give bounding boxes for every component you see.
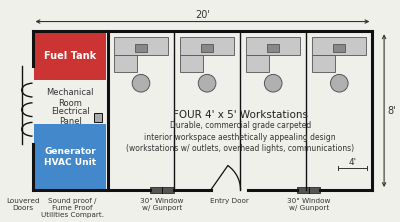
Text: 4': 4' xyxy=(349,158,357,167)
Bar xyxy=(246,37,300,55)
Text: Louvered
Doors: Louvered Doors xyxy=(6,198,40,211)
Circle shape xyxy=(330,74,348,92)
Text: 30" Window
w/ Gunport: 30" Window w/ Gunport xyxy=(140,198,184,211)
Text: Durable, commercial grade carpeted
interior workspace aesthetically appealing de: Durable, commercial grade carpeted inter… xyxy=(126,121,354,153)
Bar xyxy=(246,55,269,72)
Text: 8': 8' xyxy=(387,106,396,116)
Text: Entry Door: Entry Door xyxy=(210,198,249,204)
Bar xyxy=(180,55,203,72)
Bar xyxy=(94,113,102,122)
Bar xyxy=(201,44,213,52)
Bar xyxy=(297,186,320,193)
Text: FOUR 4' x 5' Workstations: FOUR 4' x 5' Workstations xyxy=(173,110,308,120)
Bar xyxy=(312,55,335,72)
Text: 20': 20' xyxy=(195,10,210,20)
Text: Mechanical
Room: Mechanical Room xyxy=(46,88,94,108)
Circle shape xyxy=(132,74,150,92)
Bar xyxy=(180,37,234,55)
Bar xyxy=(150,186,174,193)
Bar xyxy=(267,44,279,52)
Text: Generator
HVAC Unit: Generator HVAC Unit xyxy=(44,147,96,167)
Circle shape xyxy=(198,74,216,92)
Bar xyxy=(34,33,106,80)
Text: Sound proof /
Fume Proof
Utilities Compart.: Sound proof / Fume Proof Utilities Compa… xyxy=(41,198,104,218)
Bar xyxy=(334,44,345,52)
Text: 30" Window
w/ Gunport: 30" Window w/ Gunport xyxy=(287,198,330,211)
Bar xyxy=(114,37,168,55)
Bar xyxy=(114,55,137,72)
Text: Electrical
Panel: Electrical Panel xyxy=(51,107,90,126)
Circle shape xyxy=(264,74,282,92)
Bar xyxy=(34,124,106,188)
Bar xyxy=(135,44,147,52)
Bar xyxy=(312,37,366,55)
Text: Fuel Tank: Fuel Tank xyxy=(44,51,96,61)
